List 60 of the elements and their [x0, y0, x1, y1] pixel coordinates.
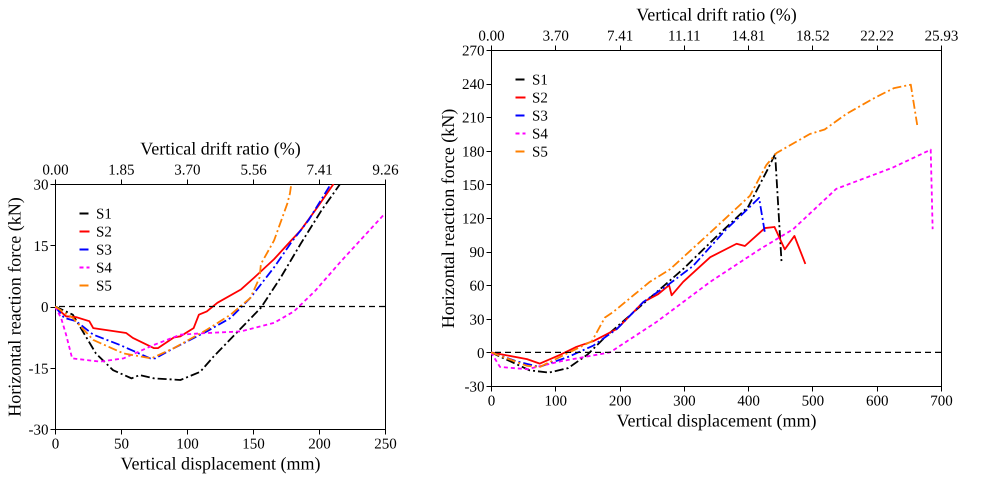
y-tick-label: 210	[462, 110, 484, 127]
x-tick-label: 100	[176, 436, 199, 452]
y-tick-label: 150	[462, 178, 484, 194]
legend-label: S2	[96, 224, 112, 240]
x2-tick-label: 5.56	[240, 162, 268, 178]
x2-tick-label: 14.81	[732, 28, 766, 44]
y-tick-label: -30	[464, 380, 484, 396]
x2-axis-title: Vertical drift ratio (%)	[140, 138, 301, 158]
x-tick-label: 150	[242, 436, 265, 452]
x2-tick-label: 22.22	[860, 28, 894, 44]
legend-label: S3	[532, 108, 548, 124]
x2-tick-label: 1.85	[108, 162, 135, 178]
x2-tick-label: 0.00	[478, 28, 505, 44]
y-tick-label: -15	[28, 361, 48, 378]
x2-axis-title: Vertical drift ratio (%)	[636, 4, 797, 24]
legend-label: S5	[96, 278, 112, 294]
x2-tick-label: 0.00	[42, 162, 69, 178]
y-tick-label: 15	[34, 238, 48, 255]
x-tick-label: 200	[608, 394, 632, 410]
y-tick-label: 90	[470, 245, 484, 262]
x-tick-label: 300	[673, 394, 696, 410]
x2-tick-label: 3.70	[542, 28, 569, 44]
x2-tick-label: 9.26	[372, 162, 400, 178]
x2-tick-label: 11.11	[668, 28, 701, 44]
x2-tick-label: 7.41	[606, 28, 634, 44]
y-tick-label: 0	[477, 346, 484, 362]
legend-label: S5	[532, 144, 548, 160]
y-axis-title: Horizontal reaction force (kN)	[438, 108, 458, 328]
y-tick-label: -30	[28, 422, 48, 438]
y-tick-label: 0	[41, 300, 48, 316]
x-tick-label: 200	[308, 436, 331, 452]
x2-tick-label: 3.70	[174, 162, 200, 178]
x-axis-title: Vertical displacement (mm)	[616, 410, 816, 430]
x-tick-label: 0	[488, 394, 496, 410]
x2-tick-label: 18.52	[796, 28, 830, 44]
x-tick-label: 500	[802, 394, 824, 410]
x-tick-label: 250	[374, 436, 397, 452]
legend-label: S1	[532, 72, 548, 88]
legend-label: S4	[96, 260, 112, 276]
y-tick-label: 30	[470, 312, 484, 328]
x-tick-label: 0	[52, 436, 60, 452]
legend-label: S4	[532, 126, 548, 142]
y-tick-label: 180	[462, 144, 484, 160]
y-tick-label: 120	[462, 212, 484, 228]
x-tick-label: 400	[737, 394, 760, 410]
x-tick-label: 700	[930, 394, 953, 410]
x-tick-label: 100	[544, 394, 568, 410]
y-tick-label: 30	[34, 178, 48, 194]
legend-label: S2	[532, 90, 548, 106]
x-tick-label: 600	[866, 394, 888, 410]
y-tick-label: 270	[462, 44, 484, 60]
legend-label: S1	[96, 206, 112, 222]
x-axis-title: Vertical displacement (mm)	[120, 454, 320, 474]
y-tick-label: 240	[462, 77, 484, 94]
y-tick-label: 60	[470, 278, 484, 295]
x2-tick-label: 25.93	[924, 28, 958, 44]
x-tick-label: 50	[114, 436, 129, 452]
x2-tick-label: 7.41	[306, 162, 333, 178]
legend-label: S3	[96, 242, 112, 258]
y-axis-title: Horizontal reaction force (kN)	[4, 197, 25, 417]
